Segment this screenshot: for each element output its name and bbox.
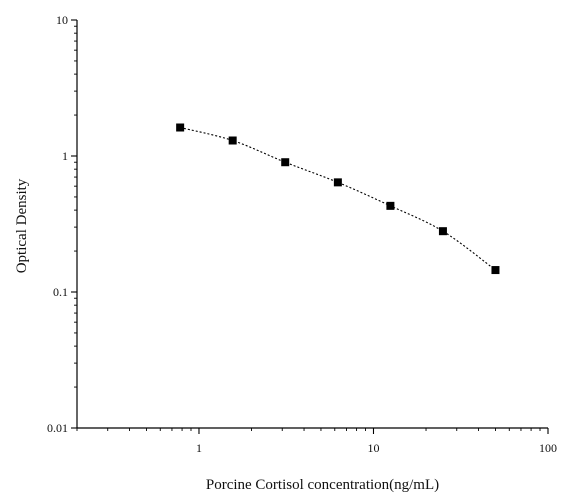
data-point (386, 201, 395, 210)
data-points (176, 123, 500, 275)
x-tick-label: 1 (196, 441, 202, 455)
y-tick-label: 10 (56, 13, 68, 27)
x-axis-label: Porcine Cortisol concentration(ng/mL) (206, 477, 439, 493)
data-point (438, 227, 447, 236)
x-tick-label: 100 (539, 441, 557, 455)
data-point (228, 136, 237, 145)
y-tick-label: 0.1 (53, 285, 68, 299)
y-axis-label: Optical Density (14, 178, 30, 273)
x-tick-label: 10 (367, 441, 379, 455)
data-point (281, 158, 290, 167)
axes (76, 20, 548, 429)
data-point (491, 266, 500, 275)
y-tick-label: 1 (62, 149, 68, 163)
fit-curve-group (180, 126, 496, 271)
y-tick-label: 0.01 (47, 421, 68, 435)
data-point (333, 178, 342, 187)
data-point (176, 123, 185, 132)
ticks: 0.01 0.1 1 10 1 10 100 (47, 13, 557, 455)
fit-curve (180, 126, 496, 271)
